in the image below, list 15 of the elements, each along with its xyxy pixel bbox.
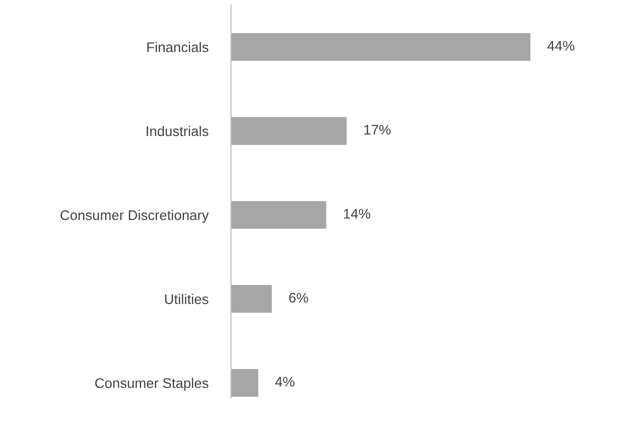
bar <box>231 201 326 229</box>
bar <box>231 369 258 397</box>
data-label: 6% <box>289 292 308 303</box>
y-tick-label: Industrials <box>146 126 208 136</box>
y-tick-label: Consumer Discretionary <box>60 210 209 223</box>
bar <box>231 117 347 145</box>
bar <box>231 33 530 61</box>
data-label: 17% <box>364 124 391 135</box>
y-tick-label: Financials <box>147 42 208 52</box>
y-tick-label: Consumer Staples <box>95 378 208 391</box>
data-label: 14% <box>344 208 370 219</box>
data-label: 44% <box>547 40 574 51</box>
y-tick-label: Utilities <box>165 294 208 304</box>
data-label: 4% <box>275 376 294 387</box>
bar <box>231 285 272 313</box>
